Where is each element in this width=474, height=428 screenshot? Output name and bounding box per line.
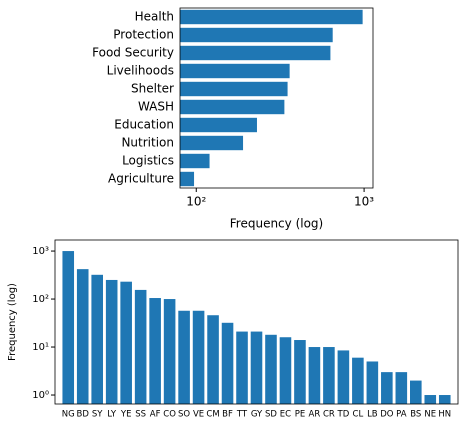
x-tick-label: BS: [410, 410, 421, 420]
x-tick-label: 10³: [354, 195, 374, 209]
x-axis-label: Frequency (log): [230, 217, 323, 231]
bar: [180, 45, 331, 61]
bar: [62, 251, 75, 404]
bar: [91, 274, 103, 404]
bar: [250, 331, 263, 404]
bar: [438, 395, 451, 404]
bar: [192, 310, 205, 404]
bar: [323, 347, 335, 404]
x-tick-label: HN: [438, 410, 451, 420]
y-tick-label: Protection: [113, 28, 174, 42]
y-tick-label: WASH: [138, 100, 174, 114]
y-tick-label: Nutrition: [121, 136, 174, 150]
x-tick-label: CL: [353, 410, 364, 420]
bar: [294, 340, 306, 404]
x-tick-label: NG: [62, 410, 75, 420]
bar: [180, 63, 290, 79]
x-tick-label: NE: [424, 410, 436, 420]
x-tick-label: BD: [77, 410, 90, 420]
x-tick-label: BF: [222, 410, 233, 420]
x-tick-label: LY: [107, 410, 117, 420]
x-tick-label: TT: [236, 410, 248, 420]
bar: [207, 315, 219, 404]
x-tick-label: GY: [251, 410, 263, 420]
bar: [180, 27, 333, 43]
y-axis-label: Frequency (log): [7, 283, 18, 361]
y-tick-label: 10³: [32, 246, 49, 257]
x-tick-label: YE: [120, 410, 132, 420]
bar: [180, 81, 288, 97]
y-tick-label: Health: [135, 10, 174, 24]
bar: [352, 357, 364, 404]
y-tick-label: Education: [114, 118, 174, 132]
x-tick-label: CO: [163, 410, 176, 420]
x-tick-label: CM: [206, 410, 219, 420]
x-tick-label: SD: [265, 410, 277, 420]
x-tick-label: SS: [135, 410, 146, 420]
bar: [149, 298, 161, 404]
bar: [180, 99, 285, 115]
x-tick-label: PE: [295, 410, 306, 420]
x-tick-label: EC: [280, 410, 291, 420]
x-tick-label: DO: [380, 410, 394, 420]
bar: [337, 350, 350, 404]
bar: [424, 395, 437, 404]
bar: [221, 322, 234, 404]
y-tick-label: 10²: [32, 294, 49, 305]
bar: [180, 153, 210, 169]
x-tick-label: SO: [178, 410, 190, 420]
plot-frame: [179, 7, 374, 189]
bar: [105, 279, 118, 404]
x-tick-label: 10²: [186, 195, 206, 209]
bar: [180, 171, 195, 187]
x-tick-label: CR: [323, 410, 335, 420]
bar: [120, 281, 132, 404]
y-tick-label: Logistics: [122, 154, 174, 168]
y-tick-label: 10¹: [32, 342, 49, 353]
y-tick-label: Food Security: [92, 46, 174, 60]
x-tick-label: VE: [193, 410, 204, 420]
y-tick-label: 10⁰: [32, 390, 49, 401]
x-tick-label: AR: [309, 410, 321, 420]
plot-frame: [54, 239, 459, 405]
bar: [134, 289, 147, 404]
bar: [76, 269, 89, 404]
bar: [180, 117, 257, 133]
bar: [236, 331, 248, 404]
x-tick-label: LB: [367, 410, 378, 420]
bar: [308, 347, 321, 404]
bar: [265, 334, 277, 404]
x-tick-label: SY: [92, 410, 103, 420]
x-tick-label: PA: [396, 410, 407, 420]
x-tick-label: TD: [337, 410, 350, 420]
bar: [180, 135, 244, 151]
y-tick-label: Livelihoods: [107, 64, 174, 78]
bar: [395, 372, 408, 404]
y-tick-label: Shelter: [131, 82, 174, 96]
bar: [381, 372, 393, 404]
y-tick-label: Agriculture: [108, 172, 174, 186]
bar: [163, 299, 176, 404]
bar: [178, 310, 190, 404]
x-tick-label: AF: [150, 410, 161, 420]
bar: [279, 337, 292, 404]
bar: [366, 361, 379, 404]
bar: [180, 9, 363, 25]
bar: [410, 380, 422, 404]
